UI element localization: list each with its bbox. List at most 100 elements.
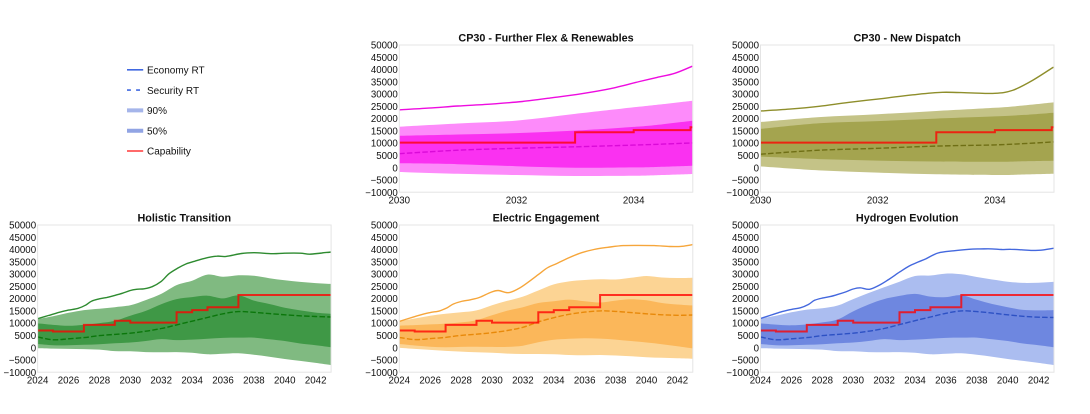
svg-text:2030: 2030 [389,196,411,207]
svg-text:2042: 2042 [667,376,689,387]
svg-text:2034: 2034 [904,376,926,387]
svg-text:2026: 2026 [58,376,80,387]
svg-text:2040: 2040 [997,376,1019,387]
svg-text:−10000: −10000 [365,188,398,199]
svg-text:2034: 2034 [181,376,203,387]
svg-text:45000: 45000 [371,53,399,64]
svg-text:25000: 25000 [732,102,760,113]
svg-text:20000: 20000 [9,294,37,305]
svg-text:20000: 20000 [371,294,399,305]
svg-text:40000: 40000 [732,245,760,256]
svg-text:Hydrogen Evolution: Hydrogen Evolution [856,213,959,225]
svg-text:2032: 2032 [873,376,895,387]
svg-text:2024: 2024 [389,376,411,387]
svg-text:2030: 2030 [842,376,864,387]
svg-text:25000: 25000 [371,102,399,113]
svg-text:20000: 20000 [732,294,760,305]
svg-text:Security RT: Security RT [147,86,199,97]
svg-text:25000: 25000 [371,282,399,293]
svg-text:10000: 10000 [732,319,760,330]
svg-text:−5000: −5000 [371,356,399,367]
svg-text:2038: 2038 [243,376,265,387]
svg-text:2030: 2030 [750,196,772,207]
svg-text:40000: 40000 [371,65,399,76]
svg-text:−10000: −10000 [726,368,759,379]
svg-text:5000: 5000 [376,151,398,162]
svg-text:35000: 35000 [732,77,760,88]
svg-text:2032: 2032 [150,376,172,387]
svg-text:2038: 2038 [966,376,988,387]
svg-text:2042: 2042 [305,376,327,387]
svg-text:30000: 30000 [371,90,399,101]
svg-text:50000: 50000 [371,221,399,232]
svg-text:−5000: −5000 [371,176,399,187]
svg-text:2040: 2040 [274,376,296,387]
svg-text:0: 0 [754,343,760,354]
svg-text:35000: 35000 [371,77,399,88]
svg-text:Capability: Capability [147,147,191,158]
svg-text:20000: 20000 [732,114,760,125]
svg-text:CP30 - Further Flex & Renewabl: CP30 - Further Flex & Renewables [458,33,633,45]
svg-text:−5000: −5000 [732,356,760,367]
svg-text:2032: 2032 [867,196,889,207]
svg-text:−10000: −10000 [3,368,36,379]
svg-text:45000: 45000 [732,53,760,64]
svg-text:40000: 40000 [732,65,760,76]
svg-text:15000: 15000 [371,306,399,317]
svg-text:2032: 2032 [512,376,534,387]
svg-text:10000: 10000 [9,319,37,330]
svg-text:0: 0 [392,343,398,354]
svg-text:50000: 50000 [371,41,399,52]
svg-text:30000: 30000 [732,90,760,101]
svg-text:Electric Engagement: Electric Engagement [493,213,600,225]
svg-text:20000: 20000 [371,114,399,125]
svg-text:50000: 50000 [9,221,37,232]
svg-text:50%: 50% [147,126,167,137]
svg-text:35000: 35000 [9,257,37,268]
svg-text:90%: 90% [147,106,167,117]
svg-text:2042: 2042 [1028,376,1050,387]
svg-text:15000: 15000 [732,306,760,317]
svg-text:40000: 40000 [9,245,37,256]
svg-text:15000: 15000 [371,126,399,137]
svg-text:2032: 2032 [506,196,528,207]
svg-text:2026: 2026 [419,376,441,387]
svg-text:−5000: −5000 [732,176,760,187]
svg-text:2038: 2038 [605,376,627,387]
svg-text:25000: 25000 [732,282,760,293]
svg-text:2036: 2036 [935,376,957,387]
svg-text:45000: 45000 [732,233,760,244]
svg-text:CP30 - New Dispatch: CP30 - New Dispatch [853,33,960,45]
svg-text:35000: 35000 [371,257,399,268]
svg-text:Economy RT: Economy RT [147,66,205,77]
svg-text:2030: 2030 [481,376,503,387]
svg-text:2028: 2028 [450,376,472,387]
svg-text:2024: 2024 [27,376,49,387]
svg-text:45000: 45000 [371,233,399,244]
svg-text:−10000: −10000 [365,368,398,379]
svg-text:40000: 40000 [371,245,399,256]
svg-text:2026: 2026 [781,376,803,387]
svg-text:0: 0 [31,343,37,354]
svg-text:2024: 2024 [750,376,772,387]
svg-text:5000: 5000 [737,331,759,342]
svg-text:5000: 5000 [15,331,37,342]
svg-text:10000: 10000 [732,139,760,150]
svg-text:45000: 45000 [9,233,37,244]
svg-text:15000: 15000 [9,306,37,317]
svg-text:0: 0 [754,163,760,174]
svg-text:0: 0 [392,163,398,174]
svg-text:30000: 30000 [9,270,37,281]
svg-text:50000: 50000 [732,41,760,52]
svg-text:10000: 10000 [371,319,399,330]
svg-text:−10000: −10000 [726,188,759,199]
svg-text:2036: 2036 [212,376,234,387]
svg-text:2040: 2040 [636,376,658,387]
svg-text:2028: 2028 [89,376,111,387]
svg-text:35000: 35000 [732,257,760,268]
svg-text:30000: 30000 [732,270,760,281]
svg-text:10000: 10000 [371,139,399,150]
svg-text:2034: 2034 [984,196,1006,207]
svg-text:2030: 2030 [120,376,142,387]
svg-text:5000: 5000 [737,151,759,162]
